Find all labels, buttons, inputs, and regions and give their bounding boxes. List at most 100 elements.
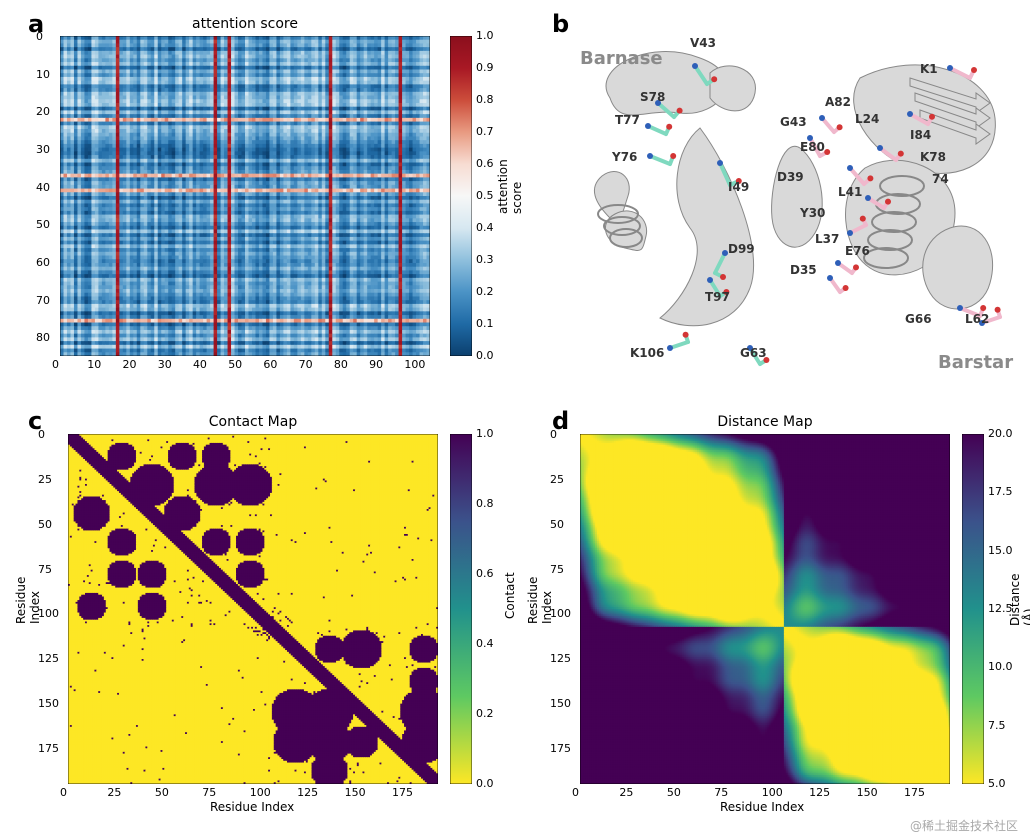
residue-label: K78 — [920, 150, 946, 164]
colorbar-tick: 0.6 — [476, 567, 494, 580]
colorbar-tick: 20.0 — [988, 427, 1013, 440]
panel-d-xlabel: Residue Index — [720, 800, 804, 814]
residue-label: K106 — [630, 346, 664, 360]
tick: 175 — [38, 742, 59, 755]
panel-c-xlabel: Residue Index — [210, 800, 294, 814]
barnase-domain-label: Barnase — [580, 48, 663, 69]
residue-label: L24 — [855, 112, 879, 126]
residue-label: G43 — [780, 115, 807, 129]
residue-label: K1 — [920, 62, 938, 76]
tick: 20 — [122, 358, 136, 371]
panel-a-colorbar — [450, 36, 472, 356]
colorbar-tick: 0.8 — [476, 497, 494, 510]
figure-root: a attention score 0102030405060708090100… — [0, 0, 1030, 840]
residue-label: D35 — [790, 263, 817, 277]
tick: 100 — [762, 786, 783, 799]
panel-c-heatmap — [68, 434, 438, 784]
colorbar-tick: 15.0 — [988, 544, 1013, 557]
residue-label: I49 — [728, 180, 749, 194]
tick: 10 — [36, 68, 50, 81]
colorbar-tick: 0.7 — [476, 125, 494, 138]
tick: 75 — [550, 563, 564, 576]
residue-label: V43 — [690, 36, 716, 50]
residue-label: T97 — [705, 290, 730, 304]
colorbar-tick: 0.4 — [476, 637, 494, 650]
tick: 0 — [572, 786, 579, 799]
tick: 50 — [38, 518, 52, 531]
panel-b-structure — [550, 18, 1010, 388]
colorbar-tick: 0.0 — [476, 777, 494, 790]
residue-label: L62 — [965, 312, 989, 326]
residue-label: T77 — [615, 113, 640, 127]
tick: 30 — [158, 358, 172, 371]
colorbar-tick: 0.2 — [476, 707, 494, 720]
tick: 80 — [334, 358, 348, 371]
colorbar-tick: 0.4 — [476, 221, 494, 234]
panel-d-colorbar-label: Distance (Å) — [1008, 606, 1030, 626]
tick: 30 — [36, 143, 50, 156]
tick: 0 — [550, 428, 557, 441]
tick: 20 — [36, 105, 50, 118]
residue-label: E76 — [845, 244, 870, 258]
tick: 0 — [52, 358, 59, 371]
tick: 175 — [392, 786, 413, 799]
panel-a-colorbar-label: attention score — [496, 194, 524, 214]
tick: 70 — [299, 358, 313, 371]
watermark: @稀土掘金技术社区 — [910, 817, 1018, 834]
colorbar-tick: 0.8 — [476, 93, 494, 106]
tick: 50 — [667, 786, 681, 799]
tick: 125 — [550, 652, 571, 665]
tick: 80 — [36, 331, 50, 344]
colorbar-tick: 10.0 — [988, 660, 1013, 673]
tick: 0 — [60, 786, 67, 799]
panel-c-title: Contact Map — [68, 414, 438, 430]
barstar-domain-label: Barstar — [938, 352, 1013, 373]
tick: 0 — [38, 428, 45, 441]
panel-d-colorbar — [962, 434, 984, 784]
tick: 25 — [107, 786, 121, 799]
residue-label: I84 — [910, 128, 931, 142]
panel-a-title: attention score — [60, 16, 430, 32]
panel-d-heatmap — [580, 434, 950, 784]
tick: 125 — [809, 786, 830, 799]
tick: 60 — [263, 358, 277, 371]
colorbar-tick: 5.0 — [988, 777, 1006, 790]
residue-label: G63 — [740, 346, 767, 360]
panel-c-colorbar-label: Contact — [503, 599, 517, 619]
residue-label: Y30 — [800, 206, 825, 220]
residue-label: L37 — [815, 232, 839, 246]
residue-label: S78 — [640, 90, 665, 104]
tick: 75 — [38, 563, 52, 576]
tick: 25 — [550, 473, 564, 486]
residue-label: D39 — [777, 170, 804, 184]
tick: 0 — [36, 30, 43, 43]
tick: 50 — [36, 218, 50, 231]
tick: 25 — [619, 786, 633, 799]
panel-d-ylabel: Residue Index — [526, 604, 554, 624]
colorbar-tick: 0.1 — [476, 317, 494, 330]
tick: 125 — [297, 786, 318, 799]
tick: 50 — [550, 518, 564, 531]
colorbar-tick: 0.9 — [476, 61, 494, 74]
panel-d-title: Distance Map — [580, 414, 950, 430]
residue-label: D99 — [728, 242, 755, 256]
tick: 175 — [904, 786, 925, 799]
residue-label: E80 — [800, 140, 825, 154]
colorbar-tick: 0.3 — [476, 253, 494, 266]
residue-label: L41 — [838, 185, 862, 199]
panel-c-ylabel: Residue Index — [14, 604, 42, 624]
colorbar-tick: 0.0 — [476, 349, 494, 362]
colorbar-tick: 1.0 — [476, 427, 494, 440]
colorbar-tick: 7.5 — [988, 719, 1006, 732]
residue-label: Y76 — [612, 150, 637, 164]
tick: 100 — [404, 358, 425, 371]
tick: 60 — [36, 256, 50, 269]
tick: 70 — [36, 294, 50, 307]
tick: 150 — [550, 697, 571, 710]
tick: 25 — [38, 473, 52, 486]
tick: 50 — [155, 786, 169, 799]
tick: 100 — [250, 786, 271, 799]
colorbar-tick: 1.0 — [476, 29, 494, 42]
colorbar-tick: 17.5 — [988, 485, 1013, 498]
tick: 175 — [550, 742, 571, 755]
